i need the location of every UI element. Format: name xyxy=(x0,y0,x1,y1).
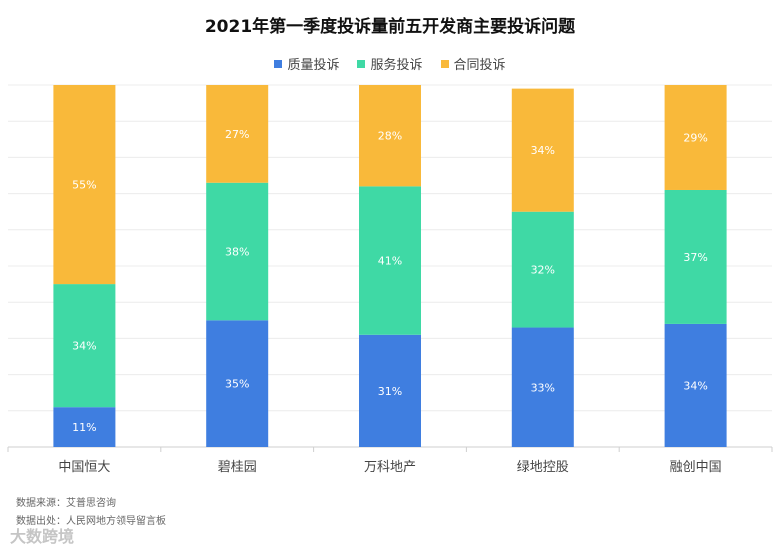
bar-segment[interactable] xyxy=(53,85,116,285)
bar-segment[interactable] xyxy=(53,284,116,408)
x-tick-label: 碧桂园 xyxy=(218,460,257,475)
data-label: 28% xyxy=(378,130,402,143)
legend-item-contract[interactable]: 合同投诉 xyxy=(440,54,506,73)
data-label: 32% xyxy=(531,264,555,277)
chart-legend: 质量投诉 服务投诉 合同投诉 xyxy=(0,54,780,73)
bar-segment[interactable] xyxy=(359,186,421,335)
data-label: 37% xyxy=(683,251,707,264)
x-tick-label: 万科地产 xyxy=(364,460,416,475)
bar-segment[interactable] xyxy=(511,88,574,212)
bar-segment[interactable] xyxy=(206,182,269,321)
footer-origin: 数据出处：人民网地方领导留言板 xyxy=(16,516,166,527)
data-label: 34% xyxy=(531,144,555,157)
bar-segment[interactable] xyxy=(53,407,116,447)
legend-label-quality: 质量投诉 xyxy=(287,58,340,73)
watermark-logo: 大数跨境 xyxy=(10,527,75,546)
data-label: 34% xyxy=(72,340,96,353)
data-label: 31% xyxy=(378,385,402,398)
legend-item-quality[interactable]: 质量投诉 xyxy=(274,54,339,73)
data-label: 35% xyxy=(225,378,249,391)
data-label: 29% xyxy=(683,131,707,144)
bar-segment[interactable] xyxy=(511,211,574,328)
legend-label-contract: 合同投诉 xyxy=(453,58,506,73)
data-label: 55% xyxy=(72,179,96,192)
legend-label-service: 服务投诉 xyxy=(370,58,423,73)
data-label: 33% xyxy=(531,381,555,394)
bar-segment[interactable] xyxy=(359,85,421,187)
bar-segment[interactable] xyxy=(359,334,421,447)
legend-swatch-quality xyxy=(274,59,283,68)
legend-item-service[interactable]: 服务投诉 xyxy=(357,54,423,73)
bar-segment[interactable] xyxy=(664,323,727,447)
x-tick-label: 绿地控股 xyxy=(517,460,569,475)
data-label: 11% xyxy=(72,421,96,434)
data-label: 27% xyxy=(225,128,249,141)
bar-segment[interactable] xyxy=(511,327,574,447)
footer-source: 数据来源：艾普思咨询 xyxy=(16,498,116,509)
x-tick-label: 中国恒大 xyxy=(58,460,110,475)
bar-segment[interactable] xyxy=(664,85,727,190)
legend-swatch-service xyxy=(357,59,366,68)
legend-swatch-contract xyxy=(440,59,449,68)
bar-segment[interactable] xyxy=(664,189,727,324)
data-label: 34% xyxy=(683,379,707,392)
chart-title: 2021年第一季度投诉量前五开发商主要投诉问题 xyxy=(204,17,576,37)
data-label: 41% xyxy=(378,255,402,268)
bar-segment[interactable] xyxy=(206,85,269,183)
data-label: 38% xyxy=(225,246,249,259)
bar-segment[interactable] xyxy=(206,320,269,447)
x-tick-label: 融创中国 xyxy=(670,460,722,475)
